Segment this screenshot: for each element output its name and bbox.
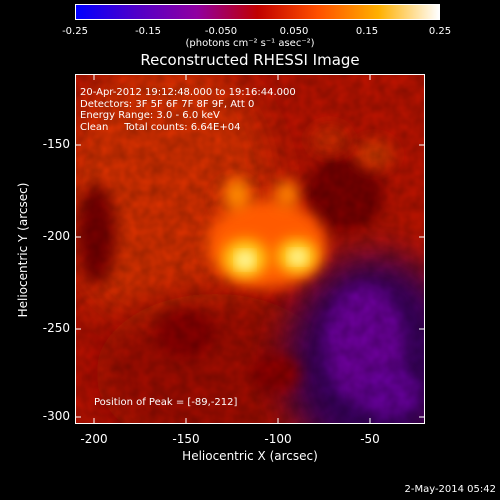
image-title: Reconstructed RHESSI Image — [140, 51, 360, 69]
image-info: 20-Apr-2012 19:12:48.000 to 19:16:44.000… — [80, 87, 296, 133]
time-range: 20-Apr-2012 19:12:48.000 to 19:16:44.000 — [80, 87, 296, 98]
y-tick: -200 — [42, 229, 70, 243]
y-tick: -250 — [42, 321, 70, 335]
source-upper-left — [225, 178, 250, 211]
y-axis-label: Heliocentric Y (arcsec) — [16, 182, 30, 318]
x-tick: -50 — [360, 432, 380, 446]
peak-position: Position of Peak = [-89,-212] — [94, 397, 238, 408]
intensity-map — [76, 75, 424, 423]
source-right-peak — [291, 251, 304, 262]
source-left-peak — [239, 253, 251, 266]
colorbar-tick: 0.25 — [428, 26, 452, 37]
date-stamp: 2-May-2014 05:42 — [404, 484, 496, 495]
colorbar-tick: -0.15 — [135, 26, 161, 37]
x-tick: -100 — [264, 432, 292, 446]
reconstructed-image — [75, 74, 425, 424]
colorbar-tick: 0.050 — [279, 26, 309, 37]
colorbar — [75, 4, 440, 20]
y-tick: -300 — [42, 409, 70, 423]
colorbar-units: (photons cm⁻² s⁻¹ asec⁻²) — [185, 38, 315, 49]
colorbar-tick: 0.15 — [355, 26, 379, 37]
source-upper-right — [274, 180, 299, 209]
x-axis-label: Heliocentric X (arcsec) — [182, 449, 318, 463]
x-tick: -150 — [172, 432, 200, 446]
detectors: Detectors: 3F 5F 6F 7F 8F 9F, Att 0 — [80, 98, 255, 110]
colorbar-tick: -0.050 — [204, 26, 238, 37]
x-tick: -200 — [80, 432, 108, 446]
clean-counts: Clean Total counts: 6.64E+04 — [80, 121, 241, 133]
y-tick: -150 — [42, 137, 70, 151]
energy-range: Energy Range: 3.0 - 6.0 keV — [80, 110, 220, 121]
colorbar-tick: -0.25 — [62, 26, 88, 37]
